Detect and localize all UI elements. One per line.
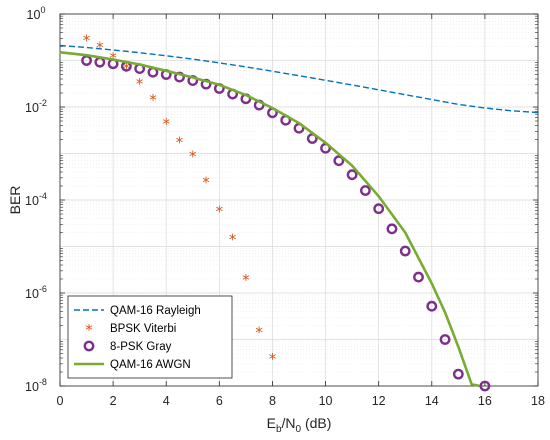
x-label-sub1: b xyxy=(276,424,282,435)
data-point: * xyxy=(96,39,104,57)
x-tick-label: 10 xyxy=(319,394,333,408)
series-layer: * * * * * * * * * * * * * * * xyxy=(59,32,539,392)
x-label-mid: /N xyxy=(282,415,296,431)
legend-label-viterbi: BPSK Viterbi xyxy=(110,323,176,335)
x-axis-label: Eb/N0 (dB) xyxy=(267,415,332,435)
x-tick-label: 18 xyxy=(531,394,545,408)
legend-swatch-8psk xyxy=(83,340,95,352)
data-point: * xyxy=(269,350,277,368)
data-point: * xyxy=(176,134,184,152)
data-point xyxy=(426,300,438,312)
data-point xyxy=(359,185,371,196)
data-point xyxy=(333,155,345,167)
data-point: * xyxy=(189,148,197,166)
data-point: * xyxy=(255,323,263,341)
x-tick-label: 4 xyxy=(163,394,170,408)
x-tick-label: 12 xyxy=(372,394,386,408)
series-bpsk-viterbi: * * * * * * * * * * * * * * * xyxy=(83,32,277,368)
x-tick-label: 8 xyxy=(269,394,276,408)
x-tick-label: 6 xyxy=(216,394,223,408)
legend-label-rayleigh: QAM-16 Rayleigh xyxy=(110,305,201,317)
data-point xyxy=(479,380,491,392)
x-label-sub2: 0 xyxy=(296,424,302,435)
x-label-tail: (dB) xyxy=(301,415,331,431)
tick-labels: 0 2 4 6 8 10 12 14 16 18 100 10-2 10-4 10-6 10-8 xyxy=(25,5,545,408)
data-point xyxy=(439,334,451,345)
x-tick-label: 0 xyxy=(57,394,64,408)
data-point: * xyxy=(162,115,170,133)
data-point: * xyxy=(136,75,144,93)
x-tick-label: 2 xyxy=(110,394,117,408)
legend-label-8psk: 8-PSK Gray xyxy=(110,341,172,353)
data-point xyxy=(373,203,385,215)
data-point: * xyxy=(229,230,237,248)
series-qam-16-awgn xyxy=(59,51,480,388)
data-point: * xyxy=(216,202,224,220)
legend: QAM-16 Rayleigh * BPSK Viterbi 8-PSK Gra… xyxy=(67,295,233,379)
y-tick-label: 100 xyxy=(27,5,46,22)
legend-label-awgn: QAM-16 AWGN xyxy=(110,359,191,371)
x-tick-label: 16 xyxy=(478,394,492,408)
y-axis-label: BER xyxy=(7,186,23,215)
data-point: * xyxy=(109,49,117,67)
x-tick-label: 14 xyxy=(425,394,439,408)
y-tick-label: 10-6 xyxy=(25,284,47,301)
data-point: * xyxy=(149,91,157,109)
y-tick-label: 10-8 xyxy=(25,377,47,394)
series-line xyxy=(59,51,480,388)
data-point: * xyxy=(242,271,250,289)
data-point xyxy=(413,271,424,283)
data-point xyxy=(452,368,464,380)
x-label-main: E xyxy=(267,415,276,431)
data-point: * xyxy=(202,173,210,191)
data-point: * xyxy=(123,60,131,78)
data-point xyxy=(386,223,398,235)
data-point: * xyxy=(83,32,91,50)
data-point xyxy=(399,245,411,257)
axis-ticks xyxy=(59,13,539,387)
y-tick-label: 10-2 xyxy=(25,98,47,115)
legend-swatch-viterbi: * xyxy=(85,321,93,339)
data-point xyxy=(346,169,358,181)
y-tick-label: 10-4 xyxy=(25,191,47,208)
